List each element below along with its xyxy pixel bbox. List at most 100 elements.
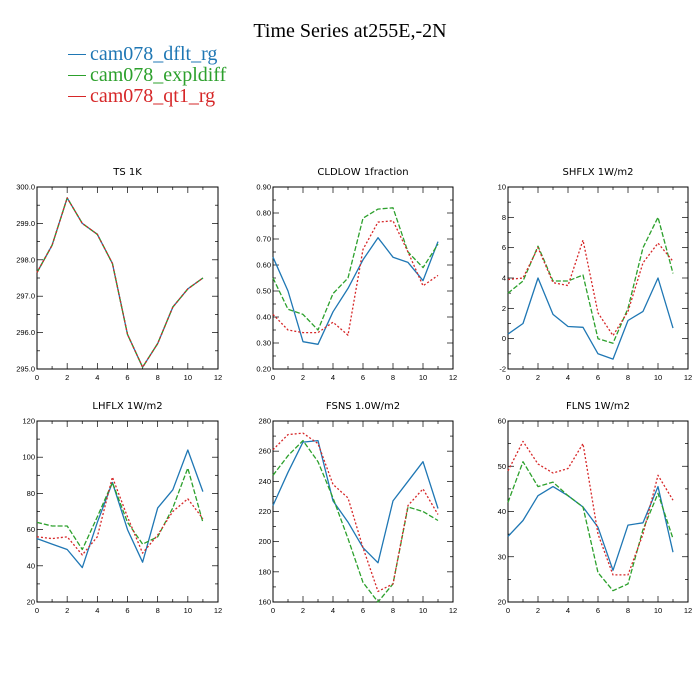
- y-tick-label: 280: [258, 417, 271, 426]
- x-tick-label: 6: [596, 606, 600, 615]
- x-tick-label: 6: [596, 373, 600, 382]
- y-tick-label: 6: [502, 243, 506, 252]
- series-line-cam078-dflt-rg: [507, 485, 674, 571]
- x-tick-label: 0: [35, 606, 39, 615]
- x-tick-label: 4: [331, 606, 335, 615]
- y-tick-label: 40: [498, 507, 506, 516]
- x-tick-label: 8: [391, 606, 395, 615]
- panel-title-fsns: FSNS 1.0W/m2: [326, 401, 400, 412]
- y-tick-label: 180: [258, 567, 271, 576]
- y-tick-label: 2: [502, 304, 506, 313]
- panel-title-ts: TS 1K: [112, 167, 142, 178]
- y-tick-label: 160: [258, 598, 271, 607]
- plot-frame: [507, 420, 689, 603]
- legend-item-dflt: cam078_dflt_rg: [68, 44, 226, 65]
- series-line-cam078-dflt-rg: [36, 197, 204, 368]
- panel-fsns: FSNS 1.0W/m2 0 2 4 6 8 10 12 160 180 200 220 240 260 2…: [258, 401, 457, 615]
- y-tick-label: 220: [258, 507, 271, 516]
- panel-title-lhflx: LHFLX 1W/m2: [92, 401, 162, 412]
- series-line-cam078-dflt-rg: [507, 277, 674, 360]
- y-tick-label: 299.0: [16, 219, 35, 228]
- series-line-cam078-qt1-rg: [507, 239, 674, 337]
- y-tick-label: 295.0: [16, 365, 35, 374]
- x-tick-label: 10: [419, 606, 427, 615]
- series-line-cam078-dflt-rg: [272, 439, 439, 564]
- series-line-cam078-dflt-rg: [272, 237, 439, 345]
- y-tick-label: 50: [498, 462, 506, 471]
- x-tick-label: 12: [214, 373, 222, 382]
- y-tick-label: 4: [502, 274, 506, 283]
- x-tick-label: 10: [184, 606, 192, 615]
- plot-frame: [272, 186, 454, 370]
- x-tick-label: 10: [654, 373, 662, 382]
- panel-title-cldlow: CLDLOW 1fraction: [317, 167, 408, 178]
- y-tick-label: 298.0: [16, 255, 35, 264]
- x-tick-label: 2: [65, 606, 69, 615]
- y-tick-label: 60: [498, 417, 506, 426]
- x-tick-label: 8: [156, 606, 160, 615]
- x-tick-label: 8: [391, 373, 395, 382]
- series-line-cam078-qt1-rg: [272, 432, 439, 593]
- y-tick-label: 0.50: [256, 287, 271, 296]
- series-line-cam078-expldiff: [36, 467, 204, 551]
- x-tick-label: 6: [125, 373, 129, 382]
- x-tick-label: 12: [449, 606, 457, 615]
- legend-swatch-dflt: [68, 54, 86, 55]
- x-tick-label: 12: [684, 606, 692, 615]
- legend: cam078_dflt_rg cam078_expldiff cam078_qt…: [68, 44, 226, 107]
- x-tick-label: 4: [566, 373, 570, 382]
- y-tick-label: 40: [27, 561, 35, 570]
- panel-cldlow: CLDLOW 1fraction 0 2 4 6 8 10 12 0.20 0.30 0.40 0.5…: [256, 167, 457, 382]
- series-line-cam078-expldiff: [272, 207, 439, 331]
- x-tick-label: 2: [301, 373, 305, 382]
- x-tick-label: 0: [506, 373, 510, 382]
- y-tick-label: 0.60: [256, 261, 271, 270]
- y-tick-label: 80: [27, 489, 35, 498]
- y-tick-label: 200: [258, 537, 271, 546]
- series-line-cam078-qt1-rg: [36, 197, 204, 368]
- y-tick-label: 0.20: [256, 365, 271, 374]
- x-tick-label: 8: [626, 606, 630, 615]
- panel-flns: FLNS 1W/m2 0 2 4 6 8 10 12 20 30 40 50 60: [498, 401, 693, 615]
- legend-item-expldiff: cam078_expldiff: [68, 65, 226, 86]
- x-tick-label: 12: [214, 606, 222, 615]
- series-line-cam078-expldiff: [507, 461, 674, 592]
- plot-frame: [36, 420, 219, 603]
- y-tick-label: 0.90: [256, 183, 271, 192]
- y-tick-label: 60: [27, 525, 35, 534]
- y-tick-label: 297.0: [16, 292, 35, 301]
- x-tick-label: 12: [449, 373, 457, 382]
- x-tick-label: 2: [536, 606, 540, 615]
- y-tick-label: 240: [258, 477, 271, 486]
- y-tick-label: 0.80: [256, 209, 271, 218]
- x-tick-label: 4: [95, 606, 99, 615]
- legend-label-expldiff: cam078_expldiff: [90, 64, 227, 86]
- legend-item-qt1: cam078_qt1_rg: [68, 86, 226, 107]
- y-tick-label: 30: [498, 552, 506, 561]
- y-tick-label: 10: [498, 183, 506, 192]
- y-tick-label: 0.70: [256, 235, 271, 244]
- series-line-cam078-qt1-rg: [272, 220, 439, 336]
- y-tick-label: -2: [499, 365, 506, 374]
- panel-ts: TS 1K 0 2 4 6 8 10 12 295.0 296.0 297.0 298.0 299.0 3…: [16, 167, 222, 382]
- panel-title-flns: FLNS 1W/m2: [566, 401, 630, 412]
- series-line-cam078-expldiff: [272, 439, 439, 603]
- x-tick-label: 0: [506, 606, 510, 615]
- y-tick-label: 8: [502, 213, 506, 222]
- series-line-cam078-expldiff: [36, 197, 204, 368]
- x-tick-label: 6: [361, 373, 365, 382]
- y-tick-label: 300.0: [16, 183, 35, 192]
- x-tick-label: 2: [301, 606, 305, 615]
- figure-title: Time Series at255E,-2N: [253, 20, 447, 42]
- y-tick-label: 0.30: [256, 339, 271, 348]
- x-tick-label: 4: [566, 606, 570, 615]
- x-tick-label: 0: [271, 606, 275, 615]
- x-tick-label: 8: [626, 373, 630, 382]
- y-tick-label: 20: [27, 598, 35, 607]
- series-line-cam078-expldiff: [507, 216, 674, 344]
- legend-swatch-qt1: [68, 96, 86, 97]
- x-tick-label: 4: [95, 373, 99, 382]
- legend-label-qt1: cam078_qt1_rg: [90, 85, 216, 107]
